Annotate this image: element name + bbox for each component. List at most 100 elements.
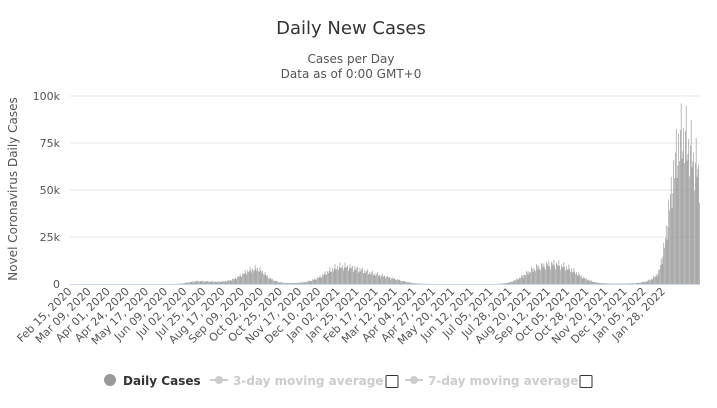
bar-day-241 — [270, 278, 272, 284]
bar-day-173 — [213, 282, 215, 284]
bar-day-738 — [684, 163, 685, 284]
bar-day-550 — [527, 274, 529, 284]
bar-day-142 — [188, 282, 189, 284]
bar-day-696 — [649, 280, 650, 284]
bar-day-549 — [526, 272, 528, 284]
bar-day-262 — [288, 283, 289, 284]
bar-day-373 — [380, 277, 382, 284]
bar-day-207 — [242, 273, 243, 284]
bar-day-539 — [518, 278, 520, 284]
bar-day-181 — [220, 281, 222, 284]
bar-day-605 — [573, 268, 575, 284]
bar-day-632 — [595, 282, 597, 284]
bar-day-574 — [547, 265, 549, 284]
bar-day-567 — [541, 264, 543, 284]
bar-day-686 — [640, 282, 642, 284]
bar-day-631 — [595, 282, 596, 284]
bar-day-394 — [397, 280, 399, 284]
bar-day-395 — [398, 279, 400, 284]
bar-day-221 — [253, 270, 255, 284]
bar-day-681 — [636, 283, 638, 284]
bar-day-267 — [292, 282, 293, 284]
bar-day-164 — [206, 281, 208, 284]
bar-day-145 — [190, 281, 192, 284]
y-tick-label-25k: 25k — [40, 231, 61, 244]
bar-day-411 — [412, 282, 413, 284]
bar-day-708 — [659, 269, 660, 284]
bar-day-313 — [330, 271, 332, 284]
bar-day-609 — [576, 275, 578, 284]
bar-day-265 — [290, 283, 292, 284]
bar-day-209 — [243, 273, 245, 284]
bar-day-581 — [553, 259, 555, 284]
legend-item-7-day-moving-average[interactable]: 7-day moving average — [405, 374, 578, 388]
bar-day-196 — [233, 278, 234, 284]
bar-day-668 — [625, 283, 627, 284]
bar-day-697 — [650, 279, 651, 284]
bar-day-137 — [184, 283, 185, 284]
legend-daily-cases-label: Daily Cases — [123, 374, 201, 388]
bar-day-285 — [307, 280, 308, 284]
bar-day-223 — [255, 268, 257, 284]
bar-day-585 — [556, 264, 558, 284]
bar-day-380 — [386, 277, 387, 284]
bar-day-244 — [273, 280, 274, 284]
bar-day-348 — [359, 268, 361, 284]
bar-day-201 — [237, 276, 238, 284]
bar-day-366 — [374, 273, 376, 284]
bar-day-218 — [251, 272, 253, 284]
bar-day-200 — [236, 279, 238, 284]
bar-day-690 — [644, 281, 645, 284]
bar-day-311 — [328, 270, 330, 284]
bar-day-287 — [308, 281, 310, 284]
bar-day-700 — [652, 278, 654, 284]
bar-day-396 — [399, 279, 401, 284]
legend-item-3-day-moving-average[interactable]: 3-day moving average — [210, 374, 383, 388]
bar-day-571 — [545, 269, 546, 284]
bar-day-599 — [568, 264, 570, 284]
bar-day-403 — [405, 282, 407, 284]
bar-day-397 — [400, 281, 402, 284]
bar-day-734 — [680, 103, 682, 284]
bar-day-163 — [205, 281, 207, 284]
bar-day-705 — [656, 276, 658, 284]
bar-day-360 — [369, 271, 371, 284]
bar-day-534 — [514, 280, 516, 284]
bar-day-152 — [196, 281, 198, 284]
bar-day-692 — [645, 281, 647, 284]
bar-day-310 — [327, 273, 329, 284]
bar-day-228 — [259, 266, 261, 284]
bar-day-620 — [585, 278, 587, 284]
legend-3-day-checkbox[interactable] — [385, 375, 399, 388]
bar-day-641 — [603, 283, 605, 284]
bar-day-623 — [588, 279, 590, 284]
bar-day-633 — [596, 282, 598, 284]
bar-day-301 — [320, 277, 322, 284]
bar-day-724 — [672, 193, 674, 284]
legend-7-day-checkbox[interactable] — [579, 375, 593, 388]
bar-day-318 — [334, 264, 336, 284]
bar-day-597 — [566, 269, 568, 284]
bar-day-186 — [224, 280, 226, 284]
bar-day-402 — [404, 281, 406, 284]
bar-day-143 — [189, 282, 190, 284]
bar-day-372 — [379, 274, 381, 284]
bar-day-704 — [655, 274, 657, 284]
bar-day-568 — [542, 267, 544, 284]
bar-day-183 — [222, 280, 223, 284]
legend-item-daily-cases[interactable]: Daily Cases — [104, 374, 201, 388]
y-gridlines — [70, 95, 700, 238]
bar-day-286 — [308, 281, 309, 284]
bar-day-234 — [264, 271, 266, 284]
bar-day-371 — [378, 275, 380, 284]
bar-day-685 — [640, 282, 641, 284]
bar-day-387 — [392, 277, 393, 284]
bar-day-713 — [663, 242, 665, 284]
bar-day-344 — [356, 268, 357, 284]
bar-day-630 — [594, 282, 595, 284]
bar-day-178 — [218, 281, 219, 284]
bar-day-522 — [504, 283, 506, 284]
legend-daily-cases-marker — [104, 374, 116, 386]
bar-day-332 — [346, 267, 347, 284]
bar-day-177 — [217, 281, 218, 284]
